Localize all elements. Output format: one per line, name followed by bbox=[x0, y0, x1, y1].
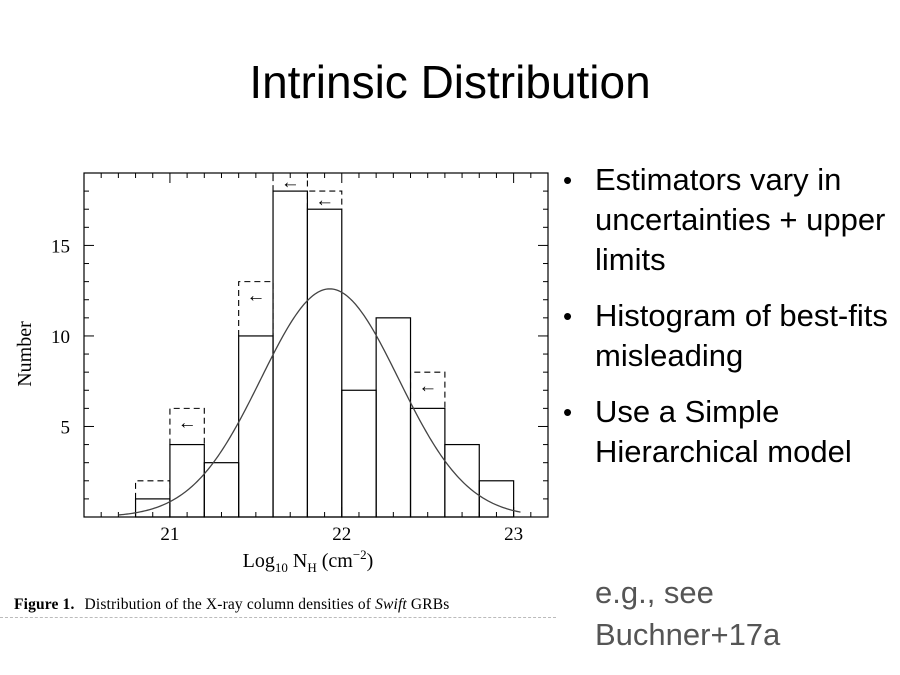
figure-caption-text-a: Distribution of the X-ray column densiti… bbox=[84, 596, 372, 613]
x-tick-label: 21 bbox=[160, 524, 179, 545]
upper-limit-bar bbox=[169, 407, 205, 445]
nh-histogram-figure: 21 22 23 5 10 15 ← ← ← ← ← Number Log10 NH (cm−2) bbox=[14, 172, 549, 575]
figure-caption-italic: Swift bbox=[375, 596, 407, 613]
histogram-bar bbox=[409, 407, 446, 518]
bullet-dot-icon: • bbox=[563, 397, 573, 427]
bullet-item: • Histogram of best-fits misleading bbox=[563, 296, 893, 376]
plot-frame bbox=[83, 172, 549, 518]
upper-limit-bar bbox=[272, 172, 308, 192]
histogram-bar bbox=[272, 190, 309, 518]
histogram-bar bbox=[478, 480, 515, 518]
caption-crop-divider bbox=[0, 617, 556, 618]
gaussian-fit-curve bbox=[118, 288, 521, 516]
histogram-bar bbox=[203, 462, 240, 518]
y-axis-label: Number bbox=[14, 321, 36, 387]
upper-limit-arrow-icon: ← bbox=[315, 190, 334, 211]
figure-caption-text-b: GRBs bbox=[410, 596, 450, 613]
figure-caption-label: Figure 1. bbox=[14, 596, 75, 613]
upper-limit-arrow-icon: ← bbox=[178, 412, 197, 433]
bullet-dot-icon: • bbox=[563, 165, 573, 195]
histogram-bar bbox=[375, 317, 412, 518]
slide-title: Intrinsic Distribution bbox=[249, 56, 651, 108]
upper-limit-arrow-icon: ← bbox=[246, 286, 265, 307]
upper-limit-arrow-icon: ← bbox=[281, 172, 300, 193]
bullet-list: • Estimators vary in uncertainties + uppe… bbox=[563, 160, 893, 488]
figure-caption: Figure 1. Distribution of the X-ray colu… bbox=[14, 596, 554, 614]
histogram-bar bbox=[306, 208, 343, 518]
bullet-item: • Use a Simple Hierarchical model bbox=[563, 392, 893, 472]
histogram-bar bbox=[169, 443, 205, 518]
y-tick-label: 10 bbox=[51, 327, 70, 348]
upper-limit-arrow-icon: ← bbox=[418, 376, 437, 397]
histogram-bar bbox=[341, 389, 377, 518]
x-tick-label: 23 bbox=[504, 524, 523, 545]
bullet-item: • Estimators vary in uncertainties + uppe… bbox=[563, 160, 893, 280]
x-axis-label: Log10 NH (cm−2) bbox=[243, 547, 374, 575]
y-tick-label: 5 bbox=[61, 417, 71, 438]
x-tick-label: 22 bbox=[332, 524, 351, 545]
bullet-text: Histogram of best-fits misleading bbox=[595, 298, 888, 373]
upper-limit-bar bbox=[306, 190, 343, 210]
bullet-dot-icon: • bbox=[563, 301, 573, 331]
upper-limit-bar bbox=[135, 480, 171, 499]
reference-note: e.g., see Buchner+17a bbox=[595, 575, 781, 652]
histogram-bar bbox=[238, 335, 274, 518]
bullet-text: Estimators vary in uncertainties + upper… bbox=[595, 162, 886, 277]
bullet-text: Use a Simple Hierarchical model bbox=[595, 394, 852, 469]
y-tick-label: 15 bbox=[51, 236, 70, 257]
upper-limit-bar bbox=[409, 371, 446, 409]
